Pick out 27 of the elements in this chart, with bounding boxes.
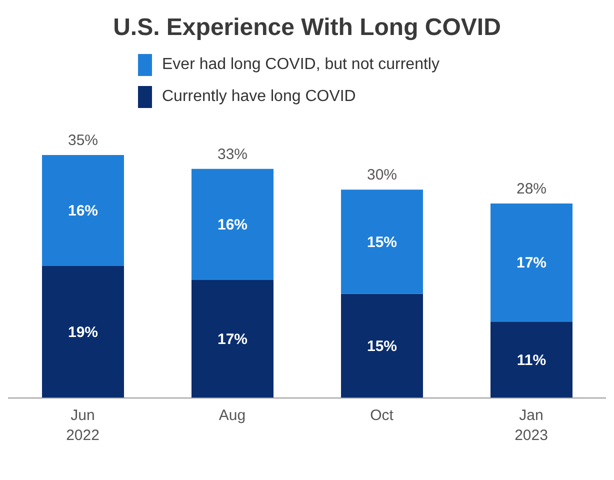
bar (192, 168, 274, 280)
total-label: 28% (516, 180, 547, 198)
chart-title: U.S. Experience With Long COVID (112, 13, 502, 42)
data-label: 11% (516, 352, 546, 369)
total-label: 35% (68, 132, 98, 149)
bar (341, 294, 423, 398)
data-label: 15% (366, 234, 398, 251)
x-tick-label: Jun 2022 (66, 407, 100, 444)
data-label: 16% (68, 202, 98, 220)
data-label: 16% (217, 216, 248, 234)
data-label: 17% (516, 254, 547, 272)
data-label: 17% (217, 330, 248, 348)
total-label: 30% (366, 166, 398, 184)
bar (192, 280, 274, 398)
bar (341, 190, 423, 294)
x-tick-label: Oct (370, 407, 394, 424)
x-tick-label: Aug (218, 407, 246, 424)
data-label: 15% (366, 338, 398, 355)
bar (42, 266, 124, 398)
legend-label: Currently have long COVID (162, 88, 356, 106)
bar (42, 154, 124, 266)
bar (490, 322, 572, 398)
legend-label: Ever had long COVID, but not currently (162, 56, 440, 74)
x-tick-label: Jan 2023 (514, 407, 548, 444)
data-label: 19% (68, 324, 98, 342)
total-label: 33% (217, 146, 248, 163)
bar (490, 204, 572, 322)
